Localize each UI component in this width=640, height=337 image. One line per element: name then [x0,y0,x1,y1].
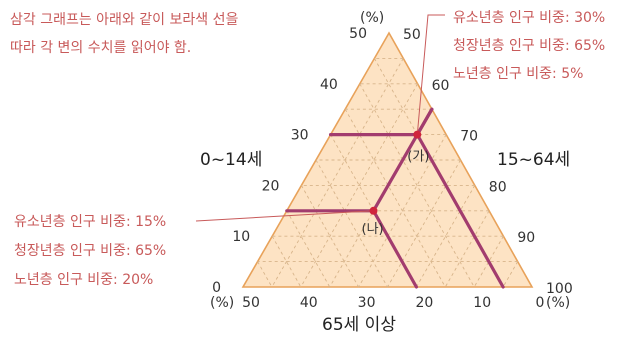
tick-bottom: 40 [300,295,318,311]
tick-left: 50 [349,26,367,42]
grid-line [257,261,273,288]
na-elderly-line [371,209,418,289]
tick-right: 60 [432,78,450,94]
tick-bottom: 50 [242,295,260,311]
point-na [369,206,378,215]
tick-left: 40 [320,77,338,93]
tick-bottom: 10 [473,295,491,311]
point-na-label: (나) [362,222,384,237]
na-leader [195,210,374,222]
tick-left: 10 [232,229,250,245]
intro-line-2: 따라 각 변의 수치를 읽어야 함. [10,40,191,56]
na-elderly-text: 노년층 인구 비중: 20% [14,272,153,288]
tick-left: 20 [262,178,280,194]
point-ga [413,130,422,139]
percent-bottom-right: (%) [546,295,570,311]
percent-top: (%) [360,10,384,26]
grid-line [271,58,404,288]
ga-working-text: 청장년층 인구 비중: 65% [453,38,605,54]
grid-line [359,83,475,288]
grid-line [473,235,504,288]
axis-right-title: 15~64세 [497,150,570,170]
intro-line-1: 삼각 그래프는 아래와 같이 보라색 선을 [10,12,238,28]
tick-right: 90 [517,230,535,246]
grid-line [344,108,446,288]
tick-left: 30 [291,128,309,144]
tick-bottom: 30 [358,295,376,311]
na-working-line [371,107,434,213]
grid-line [444,210,490,288]
ga-elderly-text: 노년층 인구 비중: 5% [453,66,583,82]
tick-right: 100 [546,281,573,297]
ga-young-text: 유소년층 인구 비중: 30% [453,10,605,26]
na-young-text: 유소년층 인구 비중: 15% [14,214,166,230]
ga-elderly-line [415,133,505,289]
tick-bottom: 0 [536,295,545,311]
leader-lines [195,14,445,222]
reading-lines [285,107,505,289]
grid-line [387,159,461,288]
ga-leader [416,14,445,135]
tick-bottom: 20 [415,295,433,311]
tick-right: 50 [403,27,421,43]
grid-line [271,235,302,288]
axis-bottom-title: 65세 이상 [322,315,396,335]
axis-left-title: 0~14세 [200,150,262,170]
grid-line [315,159,388,288]
na-working-text: 청장년층 인구 비중: 65% [14,243,166,259]
grid-line [286,210,331,288]
percent-bottom-left: (%) [210,295,234,311]
tick-left: 0 [212,280,221,296]
tick-right: 70 [460,129,478,145]
grid-line [416,185,476,288]
grid-line [301,185,359,288]
tick-right: 80 [489,179,507,195]
grid-line [502,261,519,288]
grid-lines [257,57,519,288]
point-ga-label: (가) [407,150,429,165]
